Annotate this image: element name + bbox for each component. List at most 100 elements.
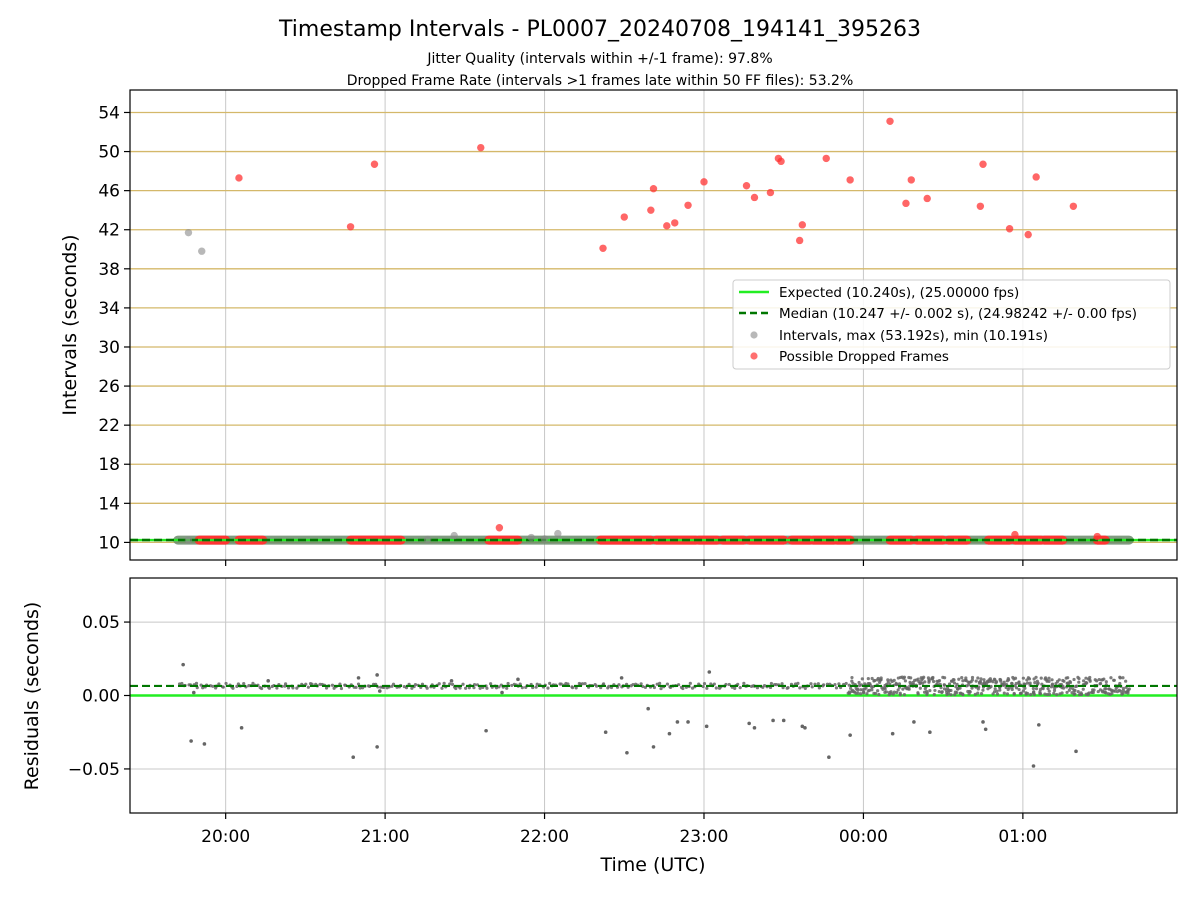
residual-cluster-point bbox=[440, 686, 444, 690]
residual-cluster-point bbox=[933, 688, 937, 693]
interval-point bbox=[450, 531, 458, 540]
residual-cluster-point bbox=[714, 686, 718, 690]
residual-cluster-point bbox=[702, 682, 707, 686]
residual-cluster-point bbox=[1031, 686, 1035, 691]
residual-cluster-point bbox=[1019, 691, 1023, 696]
x-tick-label: 21:00 bbox=[361, 827, 410, 847]
residual-cluster-point bbox=[236, 682, 241, 686]
residual-cluster-point bbox=[974, 679, 978, 683]
residual-cluster-point bbox=[908, 680, 912, 684]
residual-cluster-point bbox=[991, 680, 995, 684]
residual-point bbox=[181, 662, 185, 667]
residual-cluster-point bbox=[1047, 679, 1051, 683]
residual-cluster-point bbox=[510, 683, 514, 688]
residual-cluster-point bbox=[217, 682, 221, 686]
residuals-panel: 0.05 0.00 −0.05 20:00 21:00 22:00 23:00 00:00 0… bbox=[21, 577, 1178, 847]
dropped-frame-point bbox=[902, 199, 910, 208]
residual-cluster-point bbox=[865, 692, 869, 696]
residual-cluster-point bbox=[786, 686, 790, 690]
y-tick-label: 22 bbox=[98, 416, 120, 436]
residual-cluster-point bbox=[631, 683, 635, 687]
residual-cluster-point bbox=[1072, 677, 1076, 682]
dropped-frame-point bbox=[599, 244, 607, 252]
residual-cluster-point bbox=[817, 686, 821, 690]
residual-point bbox=[351, 755, 356, 759]
residual-cluster-point bbox=[570, 685, 575, 690]
residual-cluster-point bbox=[1002, 680, 1006, 684]
dropped-frame-point bbox=[620, 213, 628, 221]
residual-cluster-point bbox=[957, 677, 961, 681]
residual-cluster-point bbox=[295, 686, 299, 690]
residual-cluster-point bbox=[1121, 689, 1125, 693]
residual-cluster-point bbox=[1121, 691, 1125, 695]
residual-cluster-point bbox=[903, 679, 907, 683]
residual-point bbox=[619, 676, 624, 680]
residual-cluster-point bbox=[1006, 687, 1010, 692]
x-tick-label: 20:00 bbox=[201, 827, 250, 847]
residual-cluster-point bbox=[1071, 686, 1075, 691]
residual-cluster-point bbox=[224, 681, 228, 686]
residual-cluster-point bbox=[876, 689, 880, 693]
residual-cluster-point bbox=[1033, 681, 1037, 685]
residual-cluster-point bbox=[1073, 692, 1077, 696]
residual-cluster-point bbox=[1077, 680, 1081, 684]
residual-cluster-point bbox=[932, 692, 936, 697]
residual-cluster-point bbox=[947, 682, 952, 686]
residual-cluster-point bbox=[937, 690, 941, 694]
residual-cluster-point bbox=[953, 692, 957, 697]
residuals-y-ticks: 0.05 0.00 −0.05 bbox=[68, 613, 130, 780]
residual-cluster-point bbox=[821, 683, 826, 687]
residual-cluster-point bbox=[221, 685, 225, 689]
residual-cluster-point bbox=[1076, 675, 1080, 679]
residual-cluster-point bbox=[454, 686, 458, 691]
residual-cluster-point bbox=[1085, 681, 1089, 685]
residual-cluster-point bbox=[895, 690, 899, 695]
residual-cluster-point bbox=[1102, 677, 1106, 681]
x-axis-label: Time (UTC) bbox=[599, 854, 705, 876]
residual-cluster-point bbox=[354, 685, 358, 689]
residual-cluster-point bbox=[1010, 681, 1014, 686]
residual-cluster-point bbox=[1084, 676, 1088, 680]
residual-cluster-point bbox=[1114, 686, 1118, 691]
residual-cluster-point bbox=[1096, 689, 1100, 694]
residual-cluster-point bbox=[658, 681, 662, 685]
residual-cluster-point bbox=[1005, 692, 1010, 696]
residual-cluster-point bbox=[738, 686, 742, 690]
residual-point bbox=[704, 724, 709, 729]
residual-cluster-point bbox=[949, 693, 953, 697]
residual-cluster-point bbox=[994, 681, 998, 685]
residual-cluster-point bbox=[1088, 679, 1092, 683]
residual-cluster-point bbox=[1011, 675, 1015, 680]
residual-cluster-point bbox=[816, 682, 820, 686]
residual-cluster-point bbox=[535, 682, 539, 686]
residual-cluster-point bbox=[194, 681, 199, 685]
dropped-frame-point bbox=[663, 222, 671, 230]
residual-cluster-point bbox=[973, 692, 977, 697]
residual-cluster-point bbox=[1034, 687, 1039, 691]
y-tick-label: 26 bbox=[98, 377, 120, 397]
residual-cluster-point bbox=[461, 682, 465, 686]
residual-cluster-point bbox=[916, 692, 920, 696]
residual-cluster-point bbox=[260, 686, 264, 691]
residual-cluster-point bbox=[1050, 678, 1054, 682]
residual-point bbox=[202, 742, 207, 746]
residual-point bbox=[266, 679, 270, 683]
dropped-frame-point bbox=[700, 178, 708, 186]
residual-cluster-point bbox=[1111, 689, 1115, 693]
residual-cluster-point bbox=[870, 688, 874, 692]
residual-cluster-point bbox=[913, 678, 917, 682]
residual-cluster-point bbox=[976, 691, 980, 695]
residual-cluster-point bbox=[1029, 692, 1033, 697]
residual-cluster-point bbox=[943, 676, 947, 680]
dropped-frame-rate-subtitle: Dropped Frame Rate (intervals >1 frames … bbox=[347, 73, 854, 89]
y-tick-label: 0.00 bbox=[82, 687, 120, 707]
residual-cluster-point bbox=[916, 677, 920, 681]
residual-point bbox=[625, 750, 629, 755]
y-tick-label: 38 bbox=[98, 260, 120, 280]
residual-cluster-point bbox=[909, 676, 913, 680]
residual-cluster-point bbox=[958, 686, 962, 690]
legend-dropped-swatch bbox=[750, 352, 758, 360]
residual-cluster-point bbox=[1079, 691, 1083, 695]
residual-cluster-point bbox=[769, 681, 774, 686]
residual-cluster-point bbox=[833, 683, 837, 687]
